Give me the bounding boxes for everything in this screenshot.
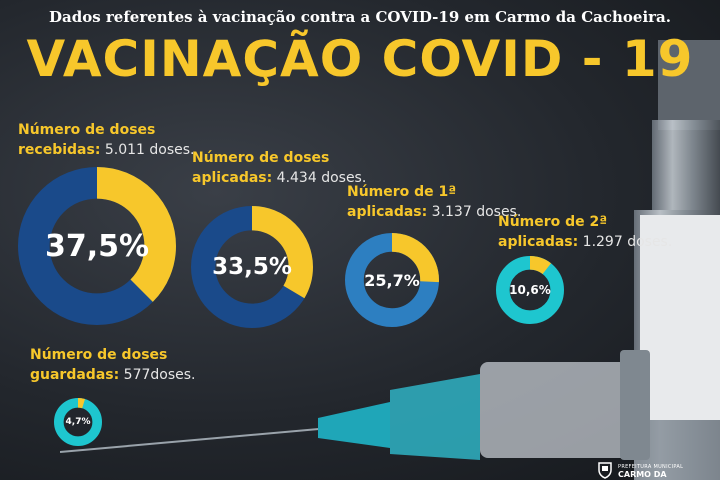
stored-percent: 4,7% bbox=[65, 417, 91, 427]
stored-value: 577doses. bbox=[119, 367, 196, 383]
first-dose-donut: 25,7% bbox=[345, 233, 439, 327]
applied-percent: 33,5% bbox=[212, 254, 292, 280]
received-donut: 37,5% bbox=[18, 167, 176, 325]
received-percent: 37,5% bbox=[44, 228, 150, 264]
second-dose-label-line1: Número de 2ª bbox=[498, 214, 608, 230]
second-dose-label: Número de 2ª aplicadas: 1.297 doses. bbox=[498, 212, 672, 252]
stored-donut-fill bbox=[54, 398, 102, 446]
first-dose-label: Número de 1ª aplicadas: 3.137 doses. bbox=[347, 182, 521, 222]
second-dose-label-line2: aplicadas: bbox=[498, 234, 579, 250]
second-dose-donut-fill bbox=[496, 256, 564, 324]
applied-label: Número de doses aplicadas: 4.434 doses. bbox=[192, 148, 366, 188]
second-dose-donut: 10,6% bbox=[496, 256, 564, 324]
first-dose-value: 3.137 doses. bbox=[427, 204, 522, 220]
first-dose-donut-fill bbox=[345, 233, 439, 327]
applied-donut: 33,5% bbox=[191, 206, 313, 328]
received-label: Número de doses recebidas: 5.011 doses. bbox=[18, 120, 195, 160]
applied-label-line2: aplicadas: bbox=[192, 170, 273, 186]
first-dose-label-line1: Número de 1ª bbox=[347, 184, 457, 200]
applied-label-line1: Número de doses bbox=[192, 150, 330, 166]
applied-value: 4.434 doses. bbox=[272, 170, 367, 186]
applied-donut-fill bbox=[191, 206, 313, 328]
coat-of-arms-icon bbox=[598, 462, 612, 479]
received-value: 5.011 doses. bbox=[100, 142, 195, 158]
second-dose-percent: 10,6% bbox=[509, 283, 551, 297]
received-donut-fill bbox=[18, 167, 176, 325]
stored-label-line1: Número de doses bbox=[30, 347, 168, 363]
first-dose-percent: 25,7% bbox=[364, 270, 420, 290]
stored-donut: 4,7% bbox=[54, 398, 102, 446]
municipal-logo: PREFEITURA MUNICIPAL CARMO DA CACHOEIRA bbox=[588, 460, 720, 480]
first-dose-label-line2: aplicadas: bbox=[347, 204, 428, 220]
stored-label: Número de doses guardadas: 577doses. bbox=[30, 345, 196, 385]
logo-line2: CARMO DA CACHOEIRA bbox=[618, 470, 670, 480]
logo-line1: PREFEITURA MUNICIPAL bbox=[618, 464, 684, 470]
page-title: VACINAÇÃO COVID - 19 bbox=[26, 30, 694, 88]
received-label-line2: recebidas: bbox=[18, 142, 101, 158]
second-dose-value: 1.297 doses. bbox=[578, 234, 673, 250]
received-label-line1: Número de doses bbox=[18, 122, 156, 138]
page-subtitle: Dados referentes à vacinação contra a CO… bbox=[48, 8, 671, 26]
stored-label-line2: guardadas: bbox=[30, 367, 120, 383]
syringe-icon bbox=[60, 350, 650, 460]
